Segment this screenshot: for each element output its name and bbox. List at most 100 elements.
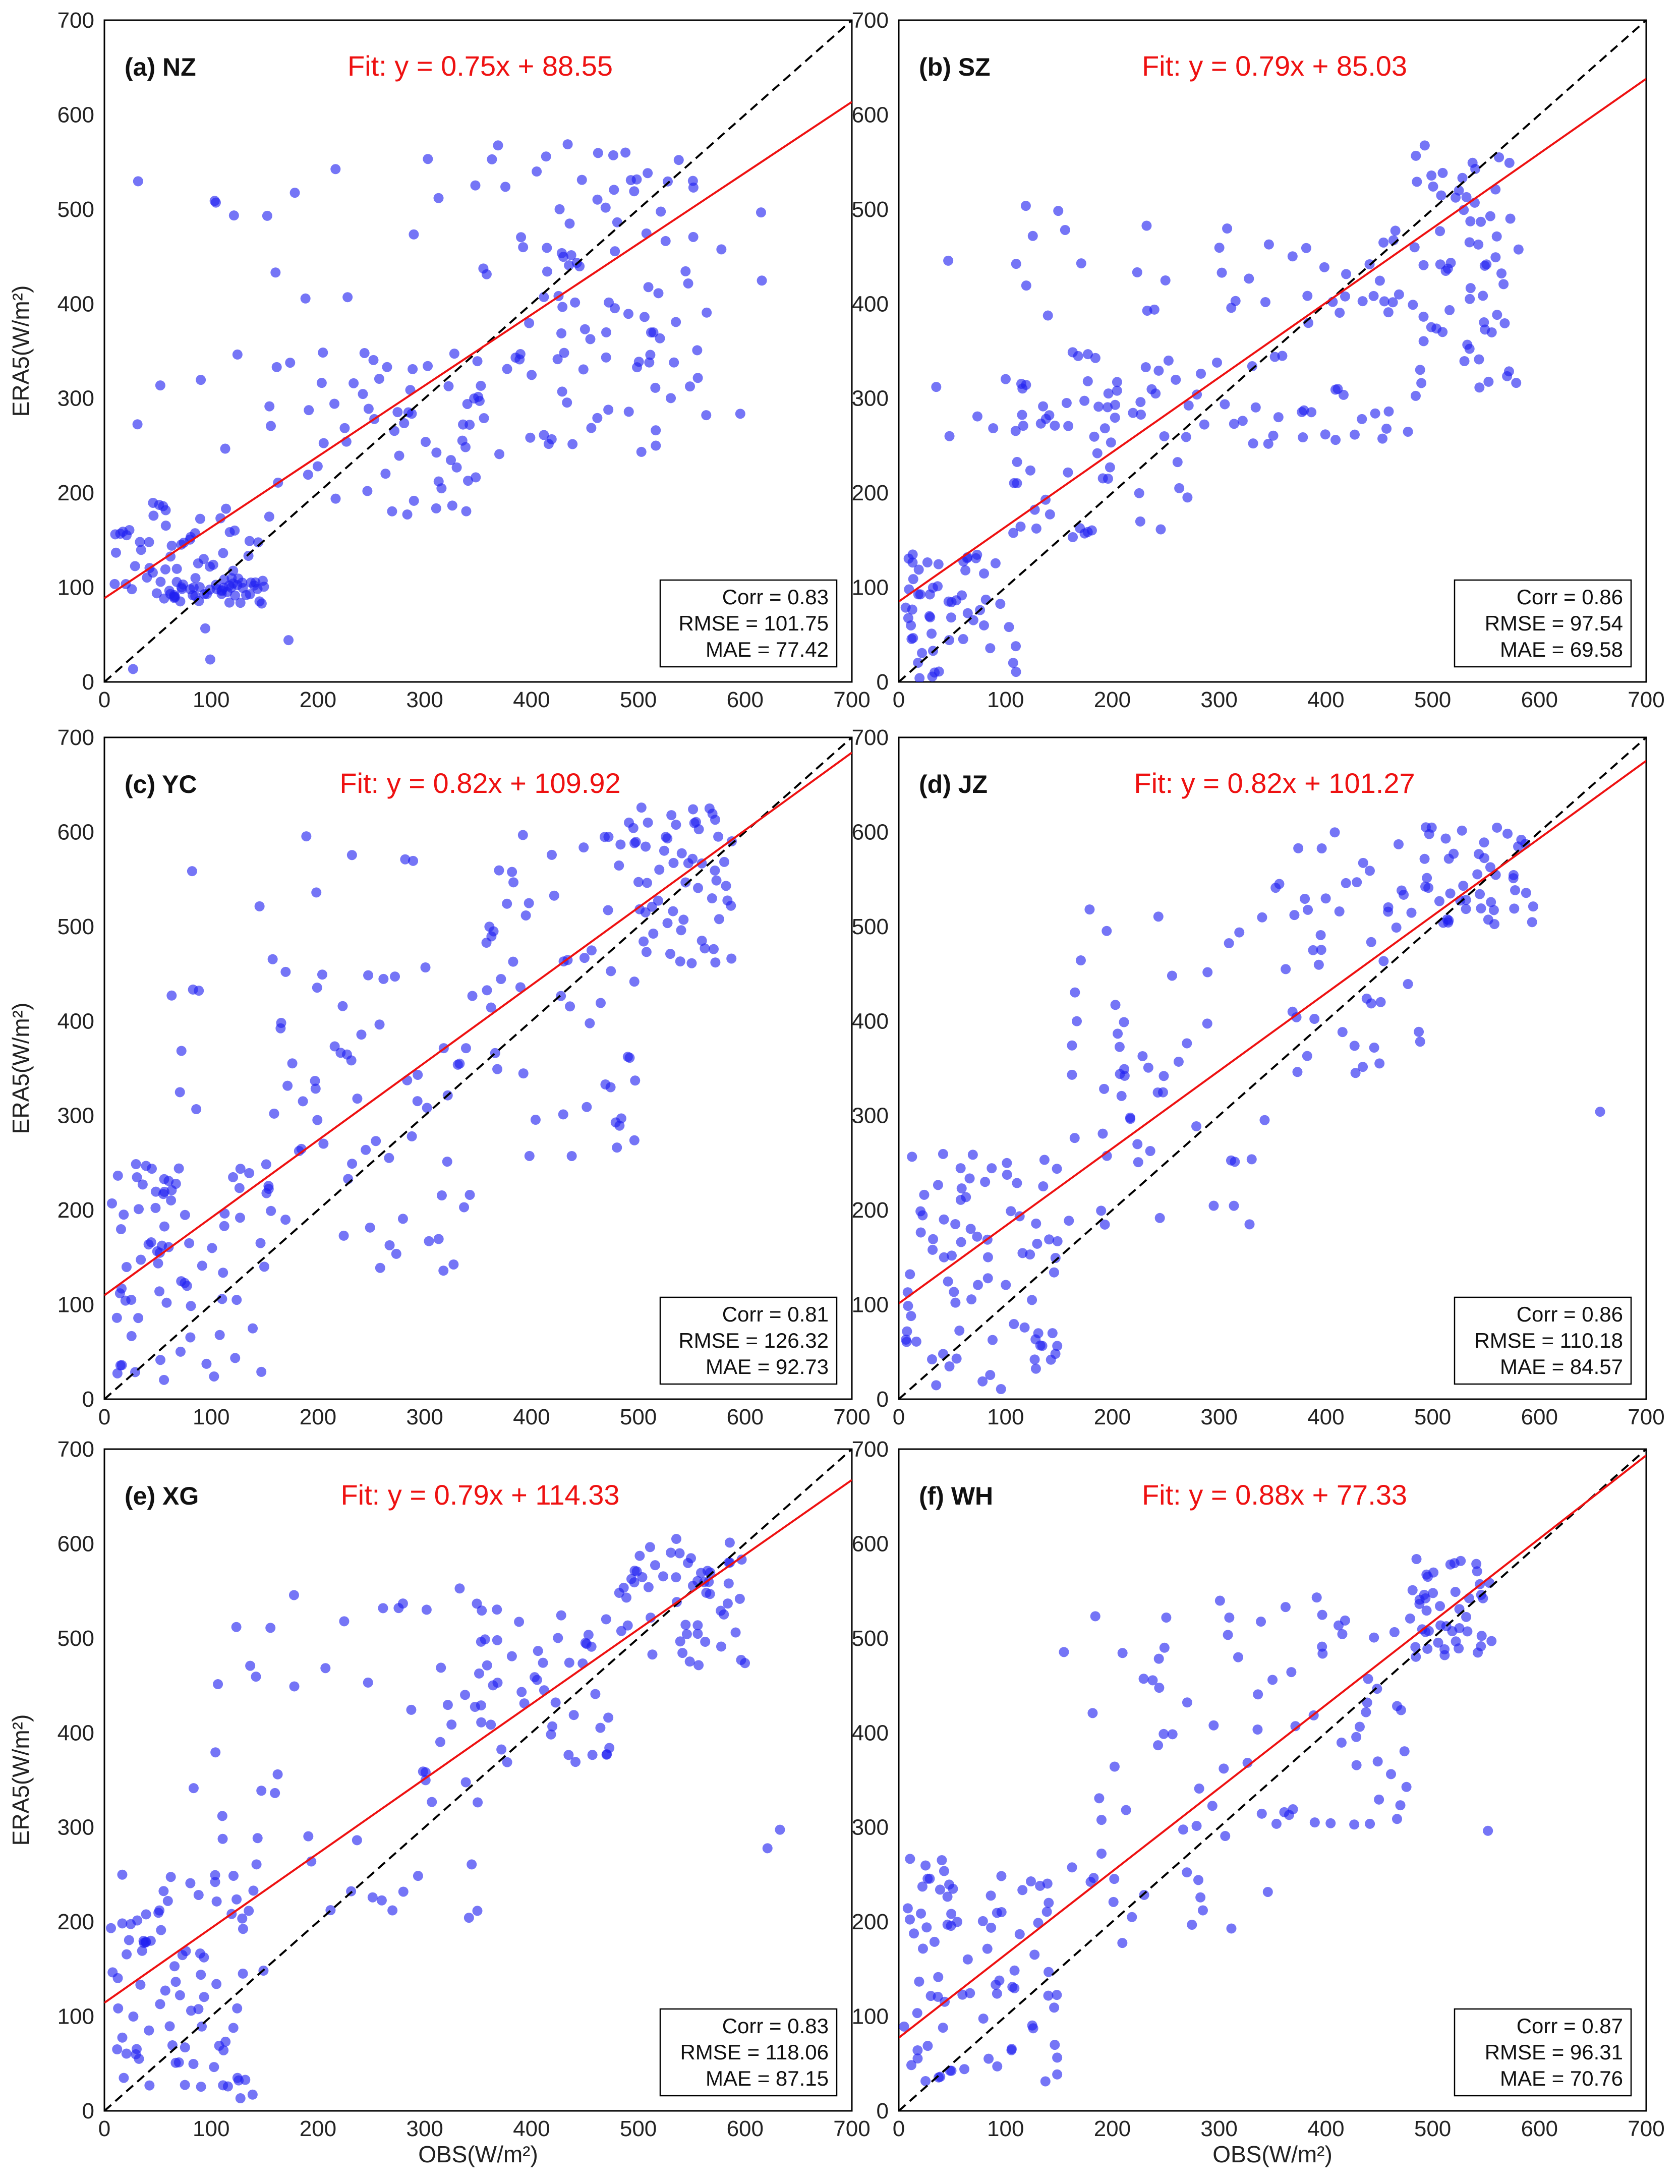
scatter-point bbox=[210, 197, 221, 208]
scatter-point bbox=[1202, 1018, 1212, 1029]
scatter-point bbox=[190, 573, 201, 584]
scatter-point bbox=[972, 549, 982, 560]
scatter-point bbox=[570, 297, 581, 308]
scatter-point bbox=[205, 654, 215, 665]
scatter-point bbox=[982, 1273, 993, 1284]
identity-line bbox=[104, 737, 852, 1399]
x-tick-label: 100 bbox=[987, 2116, 1024, 2141]
scatter-point bbox=[387, 1905, 398, 1916]
scatter-point bbox=[650, 1560, 660, 1571]
scatter-point bbox=[681, 1629, 692, 1639]
scatter-point bbox=[413, 1871, 423, 1881]
scatter-point bbox=[985, 1370, 996, 1381]
scatter-point bbox=[911, 1336, 921, 1347]
scatter-point bbox=[515, 982, 526, 993]
scatter-point bbox=[724, 1537, 735, 1548]
scatter-point bbox=[235, 2093, 246, 2104]
scatter-point bbox=[493, 140, 503, 151]
scatter-point bbox=[1486, 1636, 1497, 1646]
scatter-point bbox=[1381, 423, 1392, 434]
scatter-point bbox=[402, 1075, 413, 1085]
scatter-point bbox=[1109, 1874, 1120, 1884]
scatter-point bbox=[270, 267, 281, 278]
scatter-point bbox=[1386, 1769, 1397, 1779]
scatter-point bbox=[119, 1210, 129, 1220]
scatter-point bbox=[136, 545, 146, 555]
scatter-point bbox=[1435, 1620, 1446, 1631]
scatter-point bbox=[1097, 473, 1108, 484]
scatter-point bbox=[919, 1189, 930, 1200]
scatter-point bbox=[219, 1221, 229, 1231]
scatter-point bbox=[1408, 300, 1418, 310]
scatter-point bbox=[341, 1049, 352, 1060]
scatter-point bbox=[121, 2048, 132, 2059]
scatter-point bbox=[477, 1605, 487, 1616]
y-tick-label: 500 bbox=[852, 1626, 889, 1651]
scatter-point bbox=[959, 2064, 970, 2075]
scatter-point bbox=[939, 1214, 949, 1225]
scatter-point bbox=[196, 375, 206, 385]
scatter-point bbox=[1461, 192, 1472, 202]
scatter-point bbox=[643, 282, 654, 293]
scatter-point bbox=[944, 1879, 955, 1890]
scatter-point bbox=[126, 1295, 137, 1305]
scatter-point bbox=[756, 207, 766, 218]
scatter-point bbox=[228, 1172, 239, 1182]
scatter-point bbox=[610, 303, 620, 314]
scatter-point bbox=[1485, 211, 1495, 221]
scatter-point bbox=[427, 1797, 437, 1807]
scatter-point bbox=[1319, 262, 1329, 272]
scatter-point bbox=[701, 1587, 712, 1598]
scatter-point bbox=[1154, 1213, 1165, 1223]
scatter-point bbox=[516, 232, 527, 243]
scatter-point bbox=[1462, 1626, 1473, 1637]
scatter-point bbox=[1153, 1653, 1164, 1664]
scatter-point bbox=[606, 966, 616, 976]
scatter-point bbox=[1337, 1629, 1348, 1639]
scatter-point bbox=[387, 506, 397, 516]
scatter-point bbox=[1329, 827, 1340, 838]
scatter-point bbox=[532, 166, 542, 177]
scatter-point bbox=[330, 164, 341, 175]
scatter-point bbox=[1521, 888, 1531, 898]
scatter-point bbox=[486, 1719, 496, 1730]
scatter-point bbox=[525, 432, 536, 443]
scatter-point bbox=[1011, 641, 1021, 652]
scatter-point bbox=[992, 1988, 1002, 1999]
scatter-point bbox=[1483, 1825, 1493, 1836]
scatter-point bbox=[660, 236, 671, 246]
scatter-point bbox=[339, 1616, 350, 1627]
scatter-point bbox=[906, 1311, 916, 1321]
scatter-point bbox=[740, 1658, 750, 1669]
scatter-point bbox=[318, 1138, 329, 1149]
scatter-point bbox=[182, 1281, 192, 1291]
scatter-point bbox=[520, 910, 531, 921]
scatter-point bbox=[1050, 1252, 1061, 1263]
scatter-point bbox=[1244, 1219, 1255, 1230]
scatter-point bbox=[944, 431, 955, 441]
scatter-point bbox=[230, 590, 241, 601]
y-tick-label: 600 bbox=[852, 1531, 889, 1556]
scatter-point bbox=[220, 2036, 231, 2047]
scatter-point bbox=[903, 613, 913, 623]
scatter-point bbox=[407, 1131, 417, 1141]
scatter-point bbox=[586, 1641, 597, 1652]
stat-line: MAE = 70.76 bbox=[1500, 2066, 1623, 2090]
identity-line bbox=[899, 20, 1646, 682]
scatter-point bbox=[1421, 1605, 1432, 1616]
panel-title: (d) JZ bbox=[919, 770, 988, 798]
scatter-point bbox=[906, 2060, 917, 2071]
scatter-point bbox=[1154, 1683, 1165, 1693]
scatter-point bbox=[1250, 402, 1261, 413]
scatter-point bbox=[518, 242, 529, 253]
scatter-point bbox=[337, 1001, 348, 1011]
scatter-point bbox=[1096, 1848, 1107, 1859]
scatter-point bbox=[593, 148, 603, 158]
scatter-point bbox=[926, 1354, 937, 1365]
scatter-point bbox=[460, 1690, 471, 1700]
scatter-point bbox=[1474, 354, 1484, 365]
scatter-point bbox=[413, 1069, 423, 1080]
scatter-point bbox=[1451, 1636, 1461, 1647]
scatter-point bbox=[1114, 1042, 1125, 1052]
